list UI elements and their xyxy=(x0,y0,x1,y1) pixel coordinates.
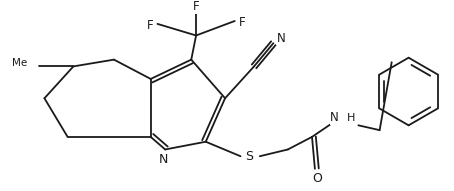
Text: N: N xyxy=(277,32,286,45)
Text: O: O xyxy=(312,172,322,185)
Text: S: S xyxy=(245,150,253,163)
Text: F: F xyxy=(239,16,246,29)
Text: H: H xyxy=(347,112,355,123)
Text: N: N xyxy=(331,111,339,124)
Text: F: F xyxy=(193,0,199,13)
Text: Me: Me xyxy=(12,58,27,69)
Text: N: N xyxy=(158,153,168,166)
Text: F: F xyxy=(146,19,153,32)
